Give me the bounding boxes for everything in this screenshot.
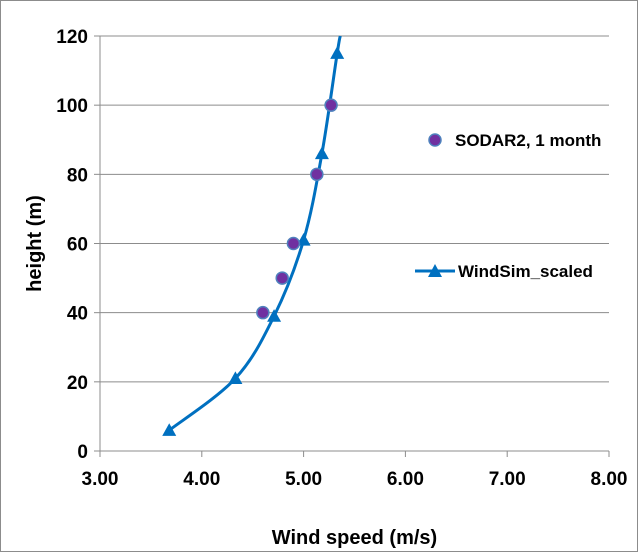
windsim-triangle-marker <box>296 233 311 246</box>
tick-labels: 0 20 40 60 80 100 120 3.00 4.00 5.00 6.00 7.00 8.00 <box>56 27 627 490</box>
sodar-point <box>310 167 324 182</box>
y-tick-label: 0 <box>77 442 88 463</box>
y-tick-label: 60 <box>67 235 88 256</box>
x-tick-label: 6.00 <box>387 469 424 490</box>
axes <box>94 35 610 457</box>
y-tick-label: 80 <box>67 165 88 186</box>
y-axis-title: height (m) <box>24 195 46 292</box>
x-tick-label: 8.00 <box>591 469 628 490</box>
sodar-point <box>256 305 270 320</box>
x-tick-label: 3.00 <box>82 469 119 490</box>
legend-triangle-marker <box>428 264 442 277</box>
x-tick-label: 4.00 <box>183 469 220 490</box>
legend-circle-marker <box>428 133 442 147</box>
y-tick-label: 100 <box>56 96 88 117</box>
y-tick-label: 40 <box>67 304 88 325</box>
windsim-triangle-marker <box>330 46 345 59</box>
legend-label-windsim: WindSim_scaled <box>458 262 593 281</box>
sodar-point <box>275 271 289 285</box>
sodar-point <box>286 236 301 251</box>
windsim-triangle-marker <box>314 146 329 160</box>
windsim-triangle-marker <box>267 309 282 322</box>
y-tick-label: 20 <box>67 373 88 394</box>
legend-label-sodar2: SODAR2, 1 month <box>455 131 601 150</box>
legend: SODAR2, 1 month WindSim_scaled <box>415 131 601 281</box>
y-tick-label: 120 <box>56 27 88 48</box>
legend-item-windsim: WindSim_scaled <box>415 262 593 281</box>
sodar-point <box>324 98 338 112</box>
windsim-line <box>168 35 342 432</box>
x-tick-label: 5.00 <box>285 469 322 490</box>
windsim-triangle-marker <box>228 371 243 384</box>
legend-item-sodar2: SODAR2, 1 month <box>428 131 601 150</box>
plot-series <box>162 35 345 436</box>
x-tick-label: 7.00 <box>489 469 526 490</box>
gridlines <box>100 35 609 383</box>
windsim-triangle-marker <box>162 423 177 436</box>
x-axis-title: Wind speed (m/s) <box>272 527 437 549</box>
